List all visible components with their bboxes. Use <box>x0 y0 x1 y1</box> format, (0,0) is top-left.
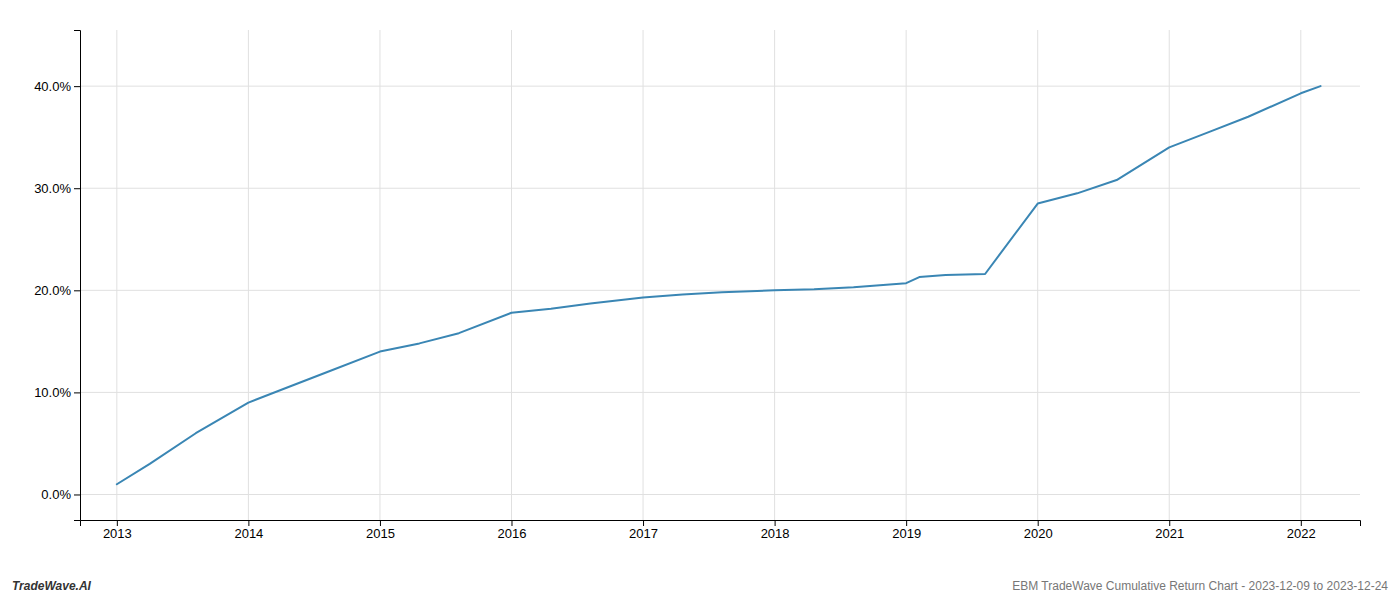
grid-line-x <box>511 30 512 520</box>
y-tick: 40.0% <box>34 79 80 94</box>
x-tick-mark <box>1038 520 1039 526</box>
x-tick-label: 2015 <box>366 526 395 541</box>
x-tick-label: 2022 <box>1287 526 1316 541</box>
y-tick: 20.0% <box>34 283 80 298</box>
x-tick: 2016 <box>498 520 527 541</box>
grid-line-y <box>80 188 1360 189</box>
x-tick-label: 2020 <box>1024 526 1053 541</box>
x-tick: 2020 <box>1024 520 1053 541</box>
x-tick-label: 2016 <box>498 526 527 541</box>
x-tick-label: 2021 <box>1155 526 1184 541</box>
y-tick-label: 40.0% <box>34 79 71 94</box>
chart-container: 2013 2014 2015 2016 2017 2018 2019 2020 2021 2022… <box>0 0 1400 600</box>
x-tick-mark <box>775 520 776 526</box>
x-tick-label: 2014 <box>234 526 263 541</box>
x-tick: 2013 <box>103 520 132 541</box>
plot-area <box>117 86 1321 484</box>
y-tick: 30.0% <box>34 181 80 196</box>
y-tick-label: 0.0% <box>41 487 71 502</box>
footer-right: EBM TradeWave Cumulative Return Chart - … <box>1012 579 1388 593</box>
grid-line-x <box>906 30 907 520</box>
x-tick-mark <box>1301 520 1302 526</box>
grid-line-x <box>774 30 775 520</box>
x-tick-label: 2018 <box>761 526 790 541</box>
grid-line-y <box>80 86 1360 87</box>
y-tick-mark <box>74 188 80 189</box>
grid-line-x <box>1037 30 1038 520</box>
x-tick: 2019 <box>892 520 921 541</box>
x-tick-label: 2017 <box>629 526 658 541</box>
x-tick: 2021 <box>1155 520 1184 541</box>
footer: TradeWave.AI EBM TradeWave Cumulative Ret… <box>12 579 1388 593</box>
x-tick: 2017 <box>629 520 658 541</box>
x-tick-mark <box>248 520 249 526</box>
grid-line-x <box>116 30 117 520</box>
grid-line-y <box>80 290 1360 291</box>
grid <box>80 30 1360 520</box>
x-tick-label: 2013 <box>103 526 132 541</box>
x-tick: 2018 <box>761 520 790 541</box>
x-tick: 2015 <box>366 520 395 541</box>
data-line <box>117 86 1321 484</box>
x-tick-mark <box>906 520 907 526</box>
grid-line-x <box>248 30 249 520</box>
x-axis: 2013 2014 2015 2016 2017 2018 2019 2020 2021 2022 <box>81 520 1361 541</box>
x-tick-label: 2019 <box>892 526 921 541</box>
y-tick-mark <box>74 392 80 393</box>
y-tick: 0.0% <box>41 487 80 502</box>
grid-line-x <box>643 30 644 520</box>
axis-line <box>74 31 81 521</box>
chart-svg: 2013 2014 2015 2016 2017 2018 2019 2020 2021 2022… <box>0 0 1400 600</box>
x-tick-mark <box>380 520 381 526</box>
x-tick-mark <box>1169 520 1170 526</box>
y-tick-label: 30.0% <box>34 181 71 196</box>
y-tick: 10.0% <box>34 385 80 400</box>
x-tick-mark <box>511 520 512 526</box>
grid-line-y <box>80 494 1360 495</box>
y-tick-mark <box>74 494 80 495</box>
y-tick-mark <box>74 290 80 291</box>
y-tick-label: 20.0% <box>34 283 71 298</box>
footer-left: TradeWave.AI <box>12 579 92 593</box>
x-tick-mark <box>643 520 644 526</box>
grid-line-x <box>379 30 380 520</box>
grid-line-x <box>1169 30 1170 520</box>
y-axis: 0.0% 10.0% 20.0% 30.0% 40.0% <box>34 31 80 521</box>
grid-line-x <box>1300 30 1301 520</box>
x-tick: 2022 <box>1287 520 1316 541</box>
axis-line <box>81 521 1361 527</box>
y-tick-mark <box>74 86 80 87</box>
x-tick: 2014 <box>234 520 263 541</box>
x-tick-mark <box>117 520 118 526</box>
y-tick-label: 10.0% <box>34 385 71 400</box>
